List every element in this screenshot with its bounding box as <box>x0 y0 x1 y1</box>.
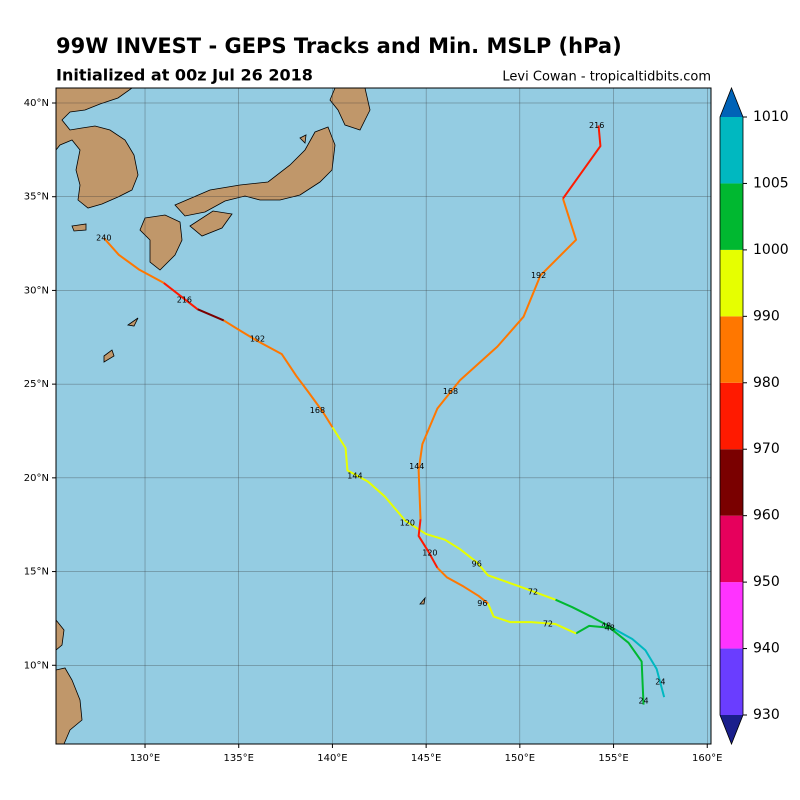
lon-tick-label: 150°E <box>505 753 535 764</box>
shikoku <box>189 210 233 237</box>
colorbar-label: 960 <box>753 508 780 524</box>
lat-tick-label: 15°N <box>24 567 49 578</box>
island <box>126 317 139 327</box>
track-segment <box>562 125 602 200</box>
hour-label: 144 <box>347 471 362 480</box>
colorbar-box <box>720 582 743 649</box>
lat-tick-label: 35°N <box>24 192 49 203</box>
track-segment <box>436 567 489 605</box>
track-segment <box>614 628 666 698</box>
hour-label: 216 <box>177 295 192 304</box>
colorbar-label: 990 <box>753 308 780 324</box>
hour-label: 96 <box>477 599 487 608</box>
hour-label: 216 <box>589 121 604 130</box>
island <box>299 134 307 144</box>
hokkaido <box>329 87 371 131</box>
ocean <box>56 88 711 744</box>
hour-label: 72 <box>528 588 538 597</box>
lat-tick-label: 40°N <box>24 98 49 109</box>
lon-tick-label: 140°E <box>317 753 347 764</box>
colorbar-label: 970 <box>753 441 780 457</box>
hour-label: 96 <box>472 560 482 569</box>
track-segment <box>163 282 199 310</box>
track-segment <box>223 319 334 428</box>
title: 99W INVEST - GEPS Tracks and Min. MSLP (… <box>56 34 622 58</box>
honshu <box>174 126 336 217</box>
colorbar-box <box>720 515 743 583</box>
track-segment <box>417 518 439 569</box>
lon-tick-label: 155°E <box>598 753 628 764</box>
hour-label: 192 <box>250 335 265 344</box>
hour-label: 168 <box>443 387 458 396</box>
colorbar-box <box>720 117 743 184</box>
hour-label: 192 <box>531 271 546 280</box>
track-segment <box>331 426 556 601</box>
hour-label: 48 <box>601 621 611 630</box>
colorbar-extend-max <box>720 88 743 117</box>
hour-label: 120 <box>422 548 437 557</box>
hour-label: 48 <box>605 623 615 632</box>
colorbar-label: 1000 <box>753 242 789 258</box>
track-segment <box>575 624 645 705</box>
hour-label: 72 <box>543 620 553 629</box>
credit: Levi Cowan - tropicaltidbits.com <box>502 70 711 85</box>
lon-tick-label: 135°E <box>224 753 254 764</box>
korea-china <box>55 87 139 209</box>
grid <box>52 88 711 748</box>
lat-tick-label: 25°N <box>24 379 49 390</box>
map-frame <box>55 87 712 745</box>
land <box>55 87 426 745</box>
colorbar-box <box>720 648 743 715</box>
hour-label: 120 <box>400 518 415 527</box>
lat-tick-label: 30°N <box>24 285 49 296</box>
lon-tick-label: 160°E <box>692 753 722 764</box>
colorbar-label: 930 <box>753 707 780 723</box>
lon-tick-label: 145°E <box>411 753 441 764</box>
subtitle: Initialized at 00z Jul 26 2018 <box>56 66 313 85</box>
colorbar-extend-min <box>720 715 743 744</box>
taiwan <box>103 349 115 363</box>
colorbar-box <box>720 249 743 317</box>
track-segment <box>197 308 225 322</box>
hour-label: 168 <box>310 406 325 415</box>
colorbar: 930 940 950 960 970 980 990 1000 1005 1010 <box>719 86 789 746</box>
island <box>419 596 426 605</box>
track-segment <box>417 198 578 520</box>
track-segment <box>555 598 616 631</box>
hour-label: 144 <box>409 462 424 471</box>
lat-tick-label: 20°N <box>24 473 49 484</box>
track-segment <box>103 237 165 284</box>
track-segment <box>487 603 577 635</box>
tracks: 24 48 72 96 120 144 168 192 216 240 24 48 72 96 120 144… <box>96 121 665 705</box>
colorbar-box <box>720 316 743 383</box>
colorbar-label: 1010 <box>753 109 789 125</box>
colorbar-label: 950 <box>753 574 780 590</box>
colorbar-box <box>720 382 743 450</box>
colorbar-label: 980 <box>753 375 780 391</box>
colorbar-box <box>720 183 743 250</box>
colorbar-label: 940 <box>753 641 780 657</box>
lat-tick-label: 10°N <box>24 660 49 671</box>
island <box>71 223 87 232</box>
colorbar-label: 1005 <box>753 175 789 191</box>
hour-label: 24 <box>638 696 648 705</box>
hour-label: 240 <box>96 233 111 242</box>
colorbar-box <box>720 449 743 516</box>
lon-tick-label: 130°E <box>130 753 160 764</box>
hour-label: 24 <box>655 678 665 687</box>
